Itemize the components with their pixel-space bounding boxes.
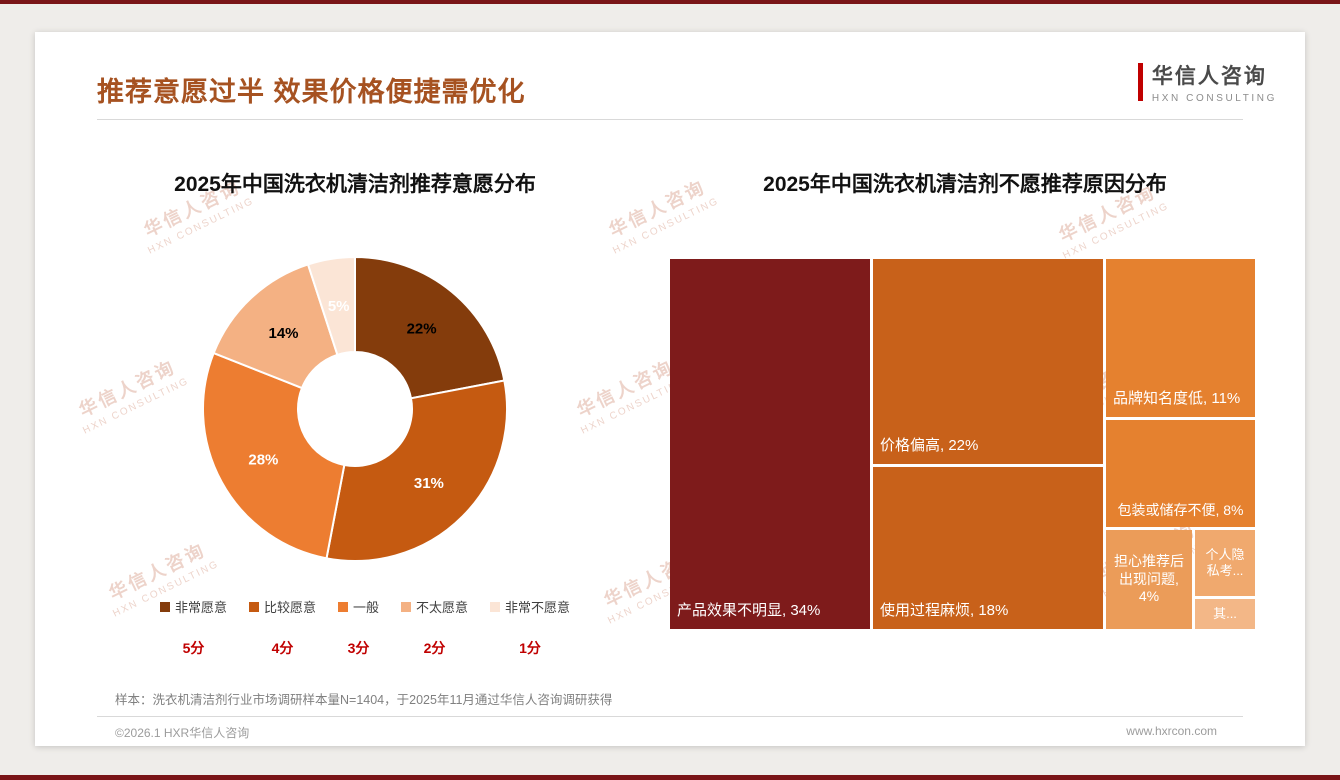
company-logo: 华信人咨询 HXN CONSULTING (1137, 60, 1277, 104)
legend-column: 一般 3分 (337, 597, 379, 658)
treemap-block-label: 产品效果不明显, 34% (677, 602, 821, 620)
logo-name-cn: 华信人咨询 (1151, 65, 1267, 88)
logo-mark-icon (1137, 63, 1143, 101)
donut-slice (325, 379, 508, 562)
treemap-block-label: 个人隐私考... (1205, 546, 1245, 578)
treemap-block-label: 价格偏高, 22% (880, 437, 979, 455)
legend-swatch-icon (248, 601, 259, 612)
legend-label: 比较愿意 (263, 600, 316, 615)
page-title: 推荐意愿过半 效果价格便捷需优化 (97, 77, 526, 107)
legend-item: 非常不愿意 (490, 597, 570, 616)
logo-text: 华信人咨询 HXN CONSULTING (1152, 60, 1277, 104)
bottom-accent-strip (0, 775, 1340, 780)
donut-slice-label: 22% (407, 321, 437, 338)
legend-item: 非常愿意 (159, 597, 227, 616)
legend-swatch-icon (337, 601, 348, 612)
treemap-block: 包装或储存不便, 8% (1106, 420, 1255, 527)
legend-column: 非常不愿意 1分 (490, 597, 570, 658)
treemap-block: 担心推荐后出现问题, 4% (1106, 530, 1192, 629)
donut-slice (306, 255, 356, 357)
treemap-block-label: 包装或储存不便, 8% (1117, 501, 1244, 518)
treemap-block-label: 品牌知名度低, 11% (1113, 390, 1241, 408)
treemap-block: 使用过程麻烦, 18% (873, 467, 1103, 629)
donut-slice (354, 255, 506, 400)
legend-item: 不太愿意 (401, 597, 468, 616)
legend-label: 一般 (352, 600, 379, 615)
treemap-block-label: 其... (1213, 605, 1237, 621)
legend-item: 比较愿意 (248, 597, 316, 616)
copyright-text: ©2026.1 HXR华信人咨询 (115, 726, 250, 740)
legend-swatch-icon (490, 601, 501, 612)
treemap-block: 其... (1195, 599, 1255, 629)
footer-divider (97, 716, 1243, 717)
donut-chart-title: 2025年中国洗衣机清洁剂推荐意愿分布 (174, 173, 536, 196)
donut-slice-label: 14% (268, 325, 298, 342)
legend-swatch-icon (159, 601, 170, 612)
treemap-block-label: 担心推荐后出现问题, 4% (1114, 553, 1184, 605)
donut-svg: 22% 31% 28% 14% 5% (202, 255, 508, 562)
slide-card: 华信人咨询 HXN CONSULTING 华信人咨询 HXN CONSULTING 华信… (35, 32, 1305, 746)
legend-score: 3分 (347, 640, 370, 656)
treemap-block: 价格偏高, 22% (873, 259, 1103, 464)
treemap-block: 产品效果不明显, 34% (670, 259, 870, 629)
treemap-chart: 产品效果不明显, 34% 价格偏高, 22% 使用过程麻烦, 18% 品牌知名度低, … (670, 259, 1255, 629)
donut-legend: 非常愿意 5分 比较愿意 4分 一般 3分 不太愿意 2分 非常不愿意 1分 (115, 597, 615, 658)
donut-slice (212, 263, 339, 390)
legend-label: 非常愿意 (174, 600, 227, 615)
legend-label: 不太愿意 (416, 600, 469, 615)
treemap-block: 个人隐私考... (1195, 530, 1255, 596)
legend-score: 1分 (519, 640, 541, 656)
legend-swatch-icon (401, 601, 411, 612)
legend-column: 非常愿意 5分 (159, 597, 227, 658)
legend-score: 5分 (182, 640, 205, 656)
legend-column: 比较愿意 4分 (248, 597, 316, 658)
legend-item: 一般 (337, 597, 379, 616)
legend-label: 非常不愿意 (505, 600, 571, 615)
sample-footnote: 样本：洗衣机清洁剂行业市场调研样本量N=1404，于2025年11月通过华信人咨… (115, 693, 613, 707)
donut-slice-label: 28% (248, 451, 278, 468)
legend-column: 不太愿意 2分 (401, 597, 468, 658)
title-divider (97, 119, 1243, 120)
top-accent-strip (0, 0, 1340, 4)
treemap-chart-title: 2025年中国洗衣机清洁剂不愿推荐原因分布 (763, 173, 1167, 196)
donut-slice-label: 5% (328, 298, 350, 315)
legend-score: 4分 (271, 640, 294, 656)
donut-slice (202, 351, 346, 560)
website-url: www.hxrcon.com (1126, 724, 1217, 738)
treemap-block: 品牌知名度低, 11% (1106, 259, 1255, 417)
treemap-block-label: 使用过程麻烦, 18% (880, 602, 1009, 620)
donut-chart: 22% 31% 28% 14% 5% (200, 254, 510, 564)
legend-score: 2分 (423, 640, 446, 656)
logo-name-en: HXN CONSULTING (1151, 93, 1277, 104)
donut-slice-label: 31% (414, 475, 444, 492)
